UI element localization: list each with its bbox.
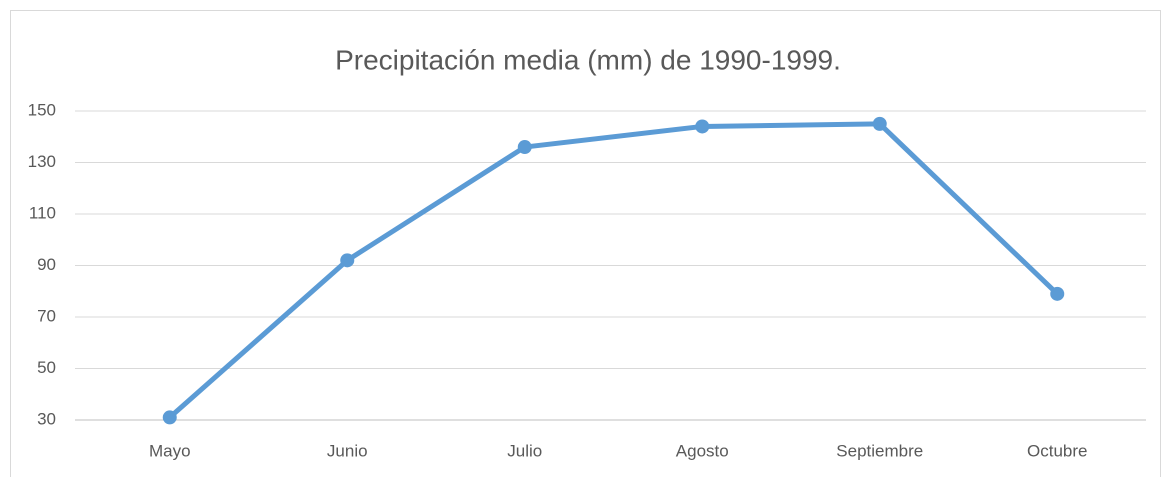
y-tick-label: 110 (29, 203, 56, 222)
chart-title: Precipitación media (mm) de 1990-1999. (335, 44, 841, 75)
y-tick-label: 70 (37, 306, 56, 325)
point (162, 410, 177, 425)
point (872, 116, 887, 131)
y-tick-label: 50 (37, 358, 56, 377)
y-tick-label: 130 (28, 152, 56, 171)
x-tick-label: Agosto (676, 441, 729, 460)
point (517, 140, 532, 155)
y-tick-label: 90 (37, 255, 56, 274)
y-tick-label: 150 (28, 100, 56, 119)
y-tick-label: 30 (37, 409, 56, 428)
x-tick-label: Julio (507, 441, 542, 460)
chart-border (10, 10, 1161, 477)
line (168, 121, 1059, 420)
x-tick-label: Septiembre (836, 441, 923, 460)
x-tick-label: Mayo (149, 441, 191, 460)
x-tick-label: Octubre (1027, 441, 1087, 460)
point (340, 253, 355, 268)
point (695, 119, 710, 134)
point (1050, 286, 1065, 301)
x-tick-label: Junio (327, 441, 368, 460)
